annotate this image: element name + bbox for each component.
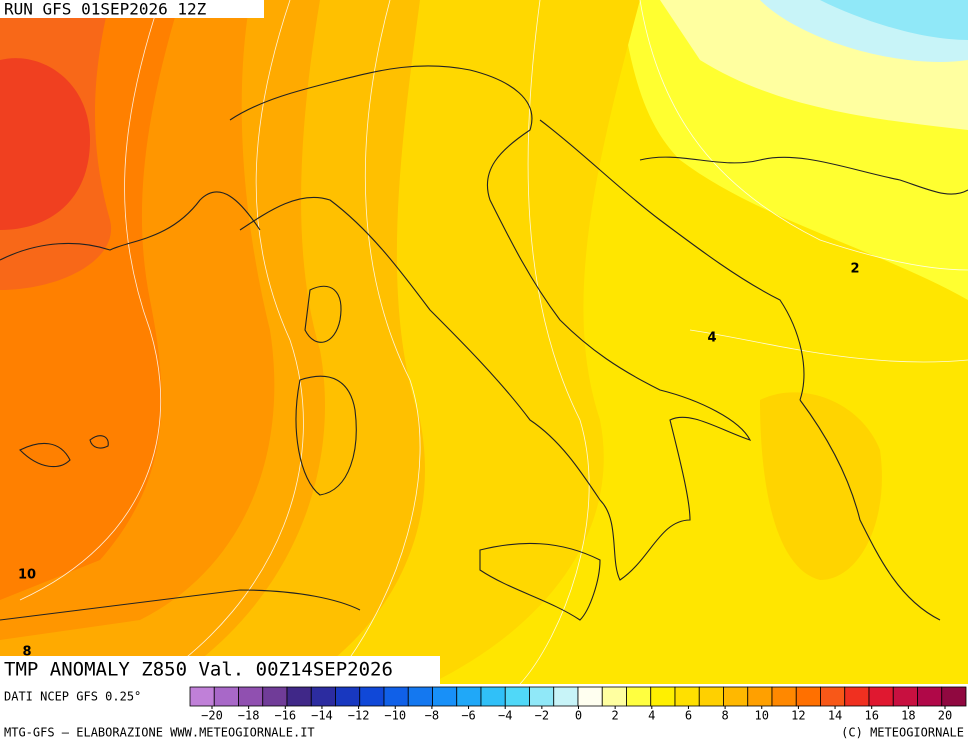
colorbar-tick-label: 14 (828, 709, 842, 723)
colorbar-tick-label: −4 (498, 709, 512, 723)
colorbar-swatch (674, 686, 700, 707)
colorbar-tick-label: −18 (238, 709, 260, 723)
colorbar-tick-label: −20 (201, 709, 223, 723)
colorbar-swatch (238, 686, 264, 707)
colorbar-swatch (262, 686, 288, 707)
colorbar-tick-label: 18 (901, 709, 915, 723)
colorbar-tick-label: 12 (791, 709, 805, 723)
map-title: TMP ANOMALY Z850 Val. 00Z14SEP2026 (4, 659, 393, 681)
colorbar-swatch (529, 686, 555, 707)
colorbar-tick-label: 6 (685, 709, 692, 723)
colorbar-swatch (213, 686, 239, 707)
colorbar-swatch (601, 686, 627, 707)
colorbar-swatch (892, 686, 918, 707)
colorbar-swatch (747, 686, 773, 707)
colorbar-swatch (504, 686, 530, 707)
colorbar-swatch (941, 686, 967, 707)
colorbar-tick-label: −12 (348, 709, 370, 723)
colorbar-swatch (407, 686, 433, 707)
colorbar-tick-label: −2 (535, 709, 549, 723)
colorbar-swatch (820, 686, 846, 707)
colorbar-tick-label: 10 (755, 709, 769, 723)
colorbar-swatch (286, 686, 312, 707)
colorbar-swatch (189, 686, 215, 707)
title-box (0, 656, 440, 684)
footer-right: (C) METEOGIORNALE (841, 726, 964, 740)
colorbar-swatch (626, 686, 652, 707)
colorbar-swatch (310, 686, 336, 707)
colorbar-tick-label: 8 (721, 709, 728, 723)
contour-label: 8 (22, 645, 31, 660)
colorbar-tick-label: 4 (648, 709, 655, 723)
contour-label: 2 (850, 262, 859, 277)
colorbar-tick-label: −10 (384, 709, 406, 723)
colorbar-swatch (844, 686, 870, 707)
colorbar-swatch (771, 686, 797, 707)
colorbar-tick-label: −8 (425, 709, 439, 723)
colorbar-tick-label: 0 (575, 709, 582, 723)
run-label: RUN GFS 01SEP2026 12Z (4, 0, 207, 19)
colorbar-swatch (577, 686, 603, 707)
contour-label: 10 (18, 568, 36, 583)
colorbar-swatch (553, 686, 579, 707)
colorbar-swatch (383, 686, 409, 707)
colorbar-swatch (359, 686, 385, 707)
data-source: DATI NCEP GFS 0.25° (4, 690, 141, 704)
footer-left: MTG-GFS — ELABORAZIONE WWW.METEOGIORNALE… (4, 726, 315, 740)
colorbar-swatch (698, 686, 724, 707)
colorbar: −20 −18 −16 −14 −12 −10 −8 −6 −4 −2 0 2 4 6 8 10 12 14 16 1… (189, 686, 967, 723)
colorbar-swatch (335, 686, 361, 707)
colorbar-tick-label: −14 (311, 709, 333, 723)
contour-labels: 2 4 10 8 (18, 262, 860, 660)
colorbar-swatch (480, 686, 506, 707)
colorbar-swatch (868, 686, 894, 707)
contour-label: 4 (707, 331, 716, 346)
colorbar-swatch (917, 686, 943, 707)
colorbar-tick-label: 2 (612, 709, 619, 723)
colorbar-tick-label: 20 (938, 709, 952, 723)
colorbar-tick-label: −16 (274, 709, 296, 723)
colorbar-swatch (650, 686, 676, 707)
map-field (0, 0, 968, 684)
colorbar-swatch (723, 686, 749, 707)
colorbar-swatch (456, 686, 482, 707)
colorbar-tick-label: 16 (864, 709, 878, 723)
colorbar-swatch (432, 686, 458, 707)
colorbar-swatch (795, 686, 821, 707)
header-box (0, 0, 264, 18)
colorbar-tick-label: −6 (461, 709, 475, 723)
